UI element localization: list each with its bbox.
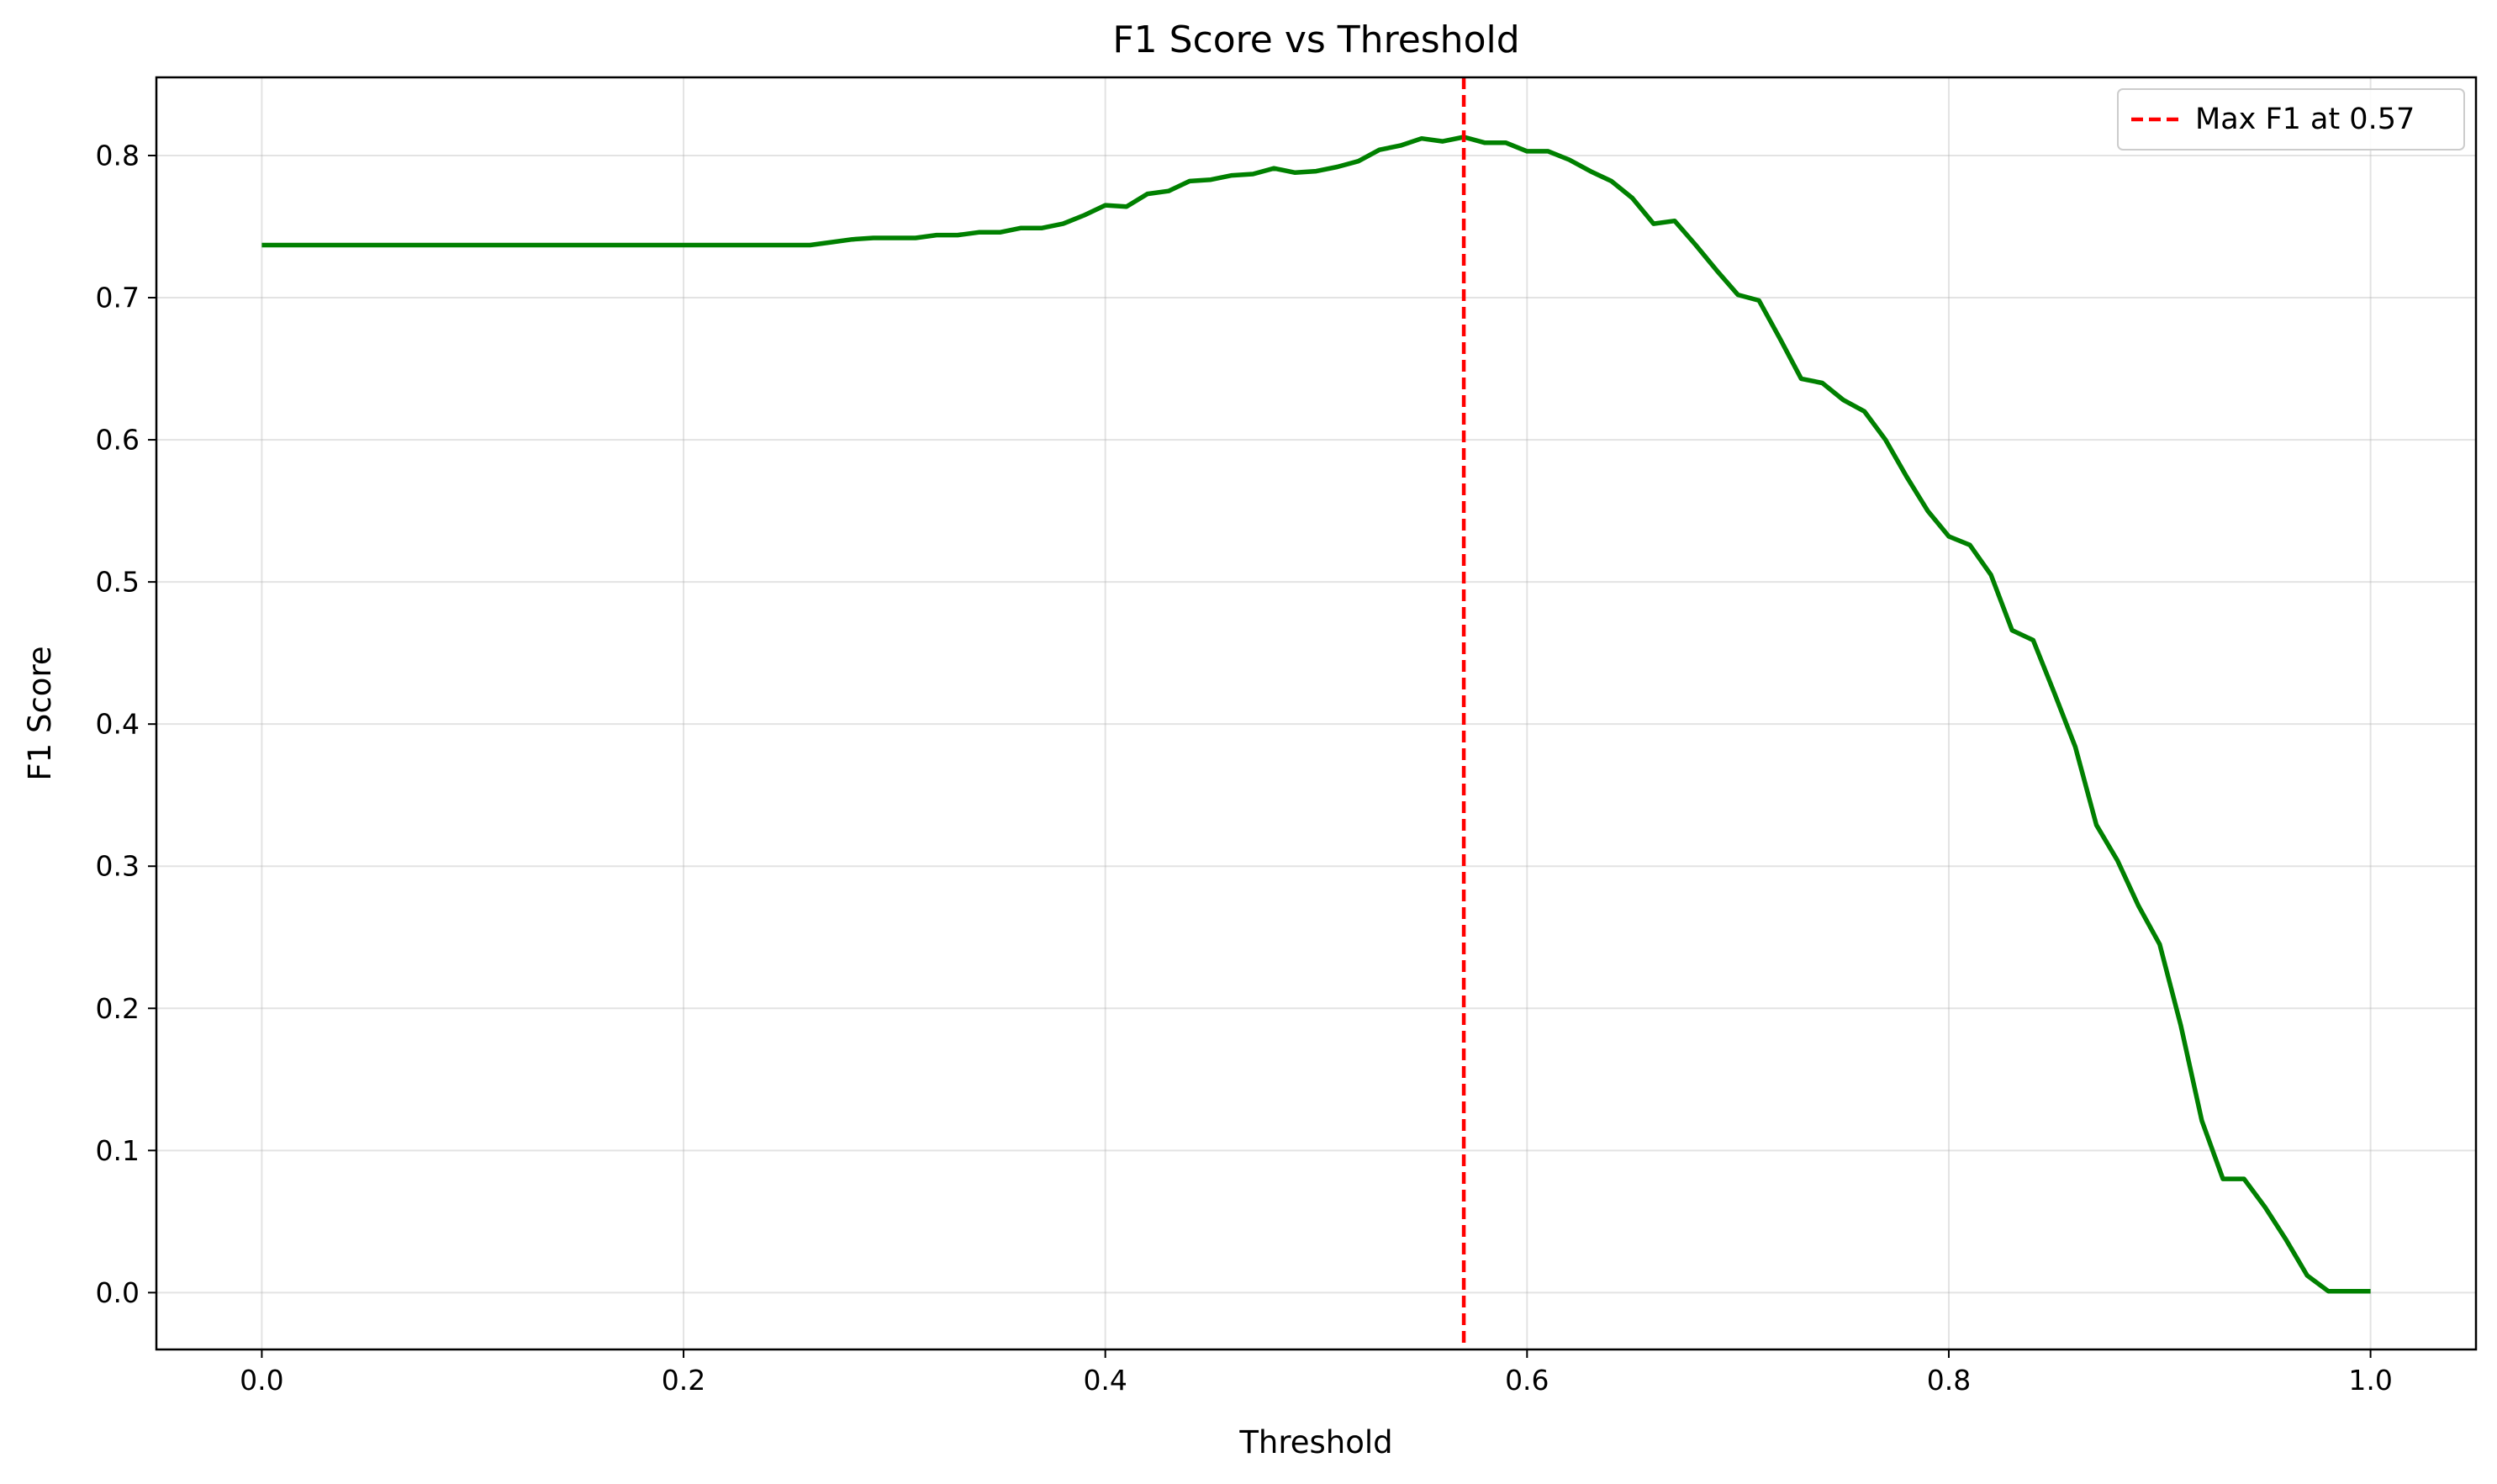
y-tick-label: 0.6 — [96, 424, 140, 457]
x-tick-label: 0.2 — [662, 1364, 705, 1397]
y-tick-label: 0.0 — [96, 1276, 140, 1309]
y-tick-label: 0.2 — [96, 992, 140, 1025]
y-tick-label: 0.8 — [96, 139, 140, 172]
y-tick-label: 0.4 — [96, 708, 140, 741]
x-axis-label: Threshold — [1238, 1424, 1392, 1460]
f1-score-line — [261, 135, 2371, 1294]
grid-layer — [156, 77, 2476, 1349]
y-tick-label: 0.5 — [96, 566, 140, 599]
legend-label-max-f1: Max F1 at 0.57 — [2195, 103, 2415, 136]
y-tick-label: 0.3 — [96, 850, 140, 883]
y-tick-label: 0.7 — [96, 282, 140, 314]
plot-layer — [261, 77, 2371, 1349]
y-tick-label: 0.1 — [96, 1134, 140, 1167]
x-tick-label: 1.0 — [2348, 1364, 2392, 1397]
chart-title: F1 Score vs Threshold — [1112, 18, 1519, 61]
x-tick-label: 0.8 — [1927, 1364, 1971, 1397]
legend-box — [2117, 88, 2465, 151]
x-tick-label: 0.6 — [1505, 1364, 1549, 1397]
y-axis-label: F1 Score — [22, 646, 58, 780]
x-tick-label: 0.0 — [240, 1364, 283, 1397]
legend: Max F1 at 0.57 — [2117, 88, 2465, 151]
tick-layer: 0.0 0.2 0.4 0.6 0.8 1.0 0.0 0.1 0.2 0.3 0.4 0.5 0.6 0… — [96, 139, 2393, 1397]
x-tick-label: 0.4 — [1083, 1364, 1127, 1397]
plot-frame — [155, 76, 2478, 1351]
